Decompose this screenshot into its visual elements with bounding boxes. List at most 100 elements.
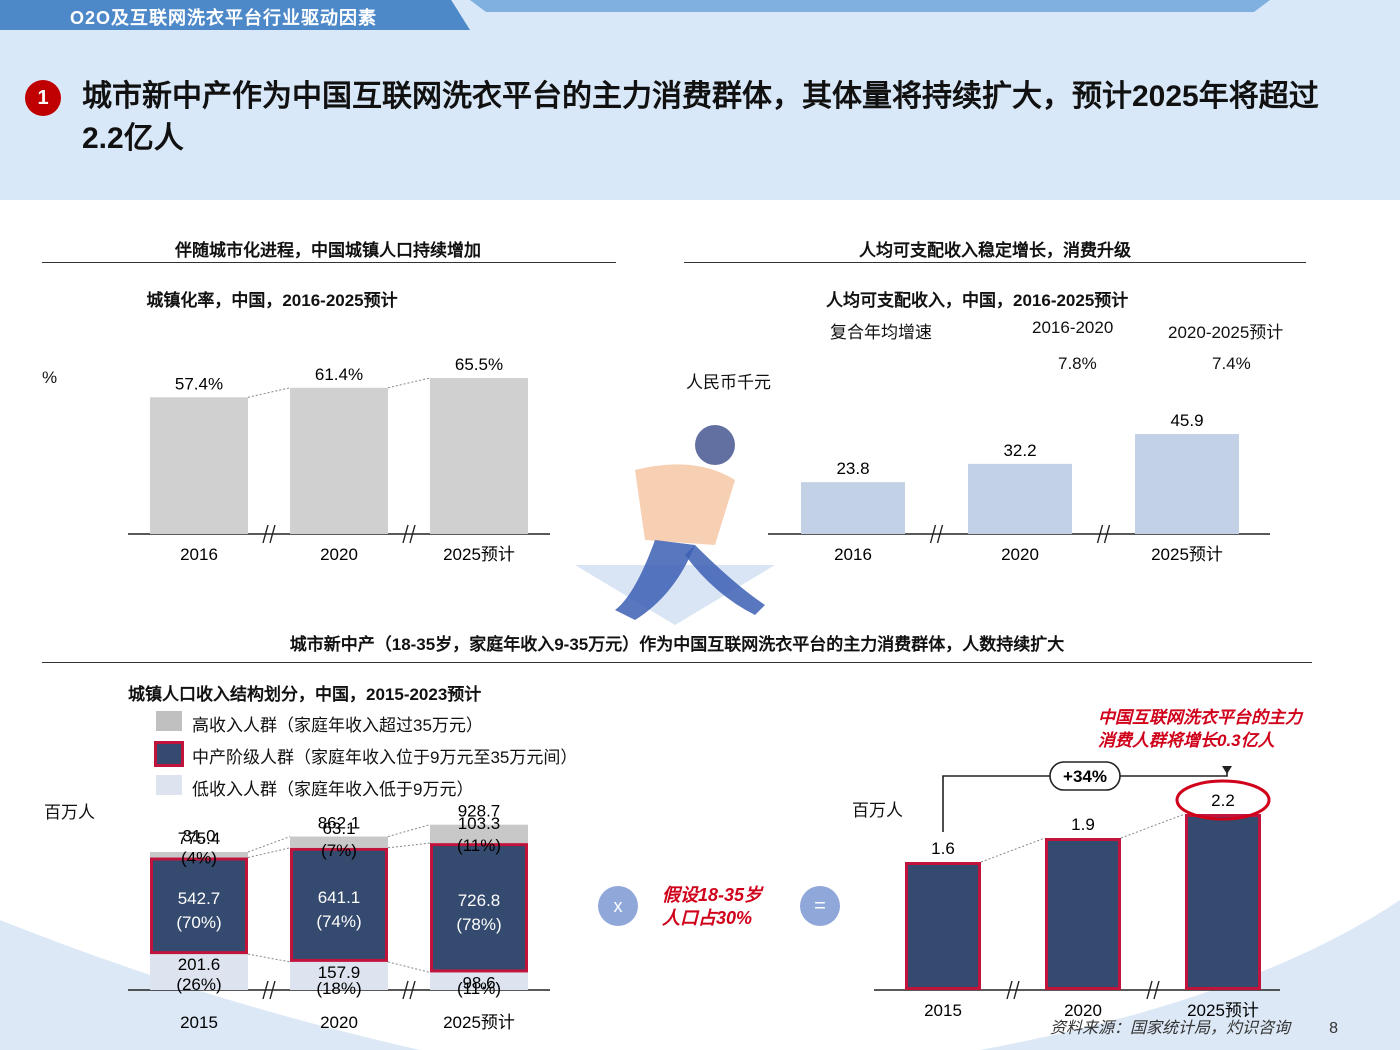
header-background — [0, 0, 1400, 200]
bar-high-income-2020 — [290, 836, 388, 848]
bar-urbanization-2025预计 — [430, 378, 528, 534]
top-title-bar — [0, 0, 470, 30]
cagr-value-1: 7.8% — [1058, 354, 1097, 373]
bar-core-consumers-2025预计 — [1185, 814, 1261, 990]
bar-low-income-2020 — [290, 961, 388, 990]
data-label: 45.9 — [1170, 411, 1203, 430]
data-label: 57.4% — [175, 374, 223, 393]
decorative-wave — [0, 900, 1400, 1050]
axis-break-mark — [409, 980, 416, 1000]
legend-middle-class: 中产阶级人群（家庭年收入位于9万元至35万元间） — [192, 748, 578, 767]
data-label: 65.5% — [455, 355, 503, 374]
legend-swatch-high-income — [156, 711, 182, 731]
tick-label: 2015 — [180, 1013, 218, 1032]
low-income-share: (26%) — [176, 975, 221, 994]
growth-callout: 中国互联网洗衣平台的主力消费人群将增长0.3亿人 — [1098, 708, 1302, 750]
high-income-share: (11%) — [457, 836, 501, 855]
tick-label: 2025预计 — [1151, 545, 1223, 564]
high-income-share: (4%) — [181, 849, 217, 868]
connector-line — [247, 953, 291, 963]
data-label: 2.2 — [1211, 791, 1235, 810]
axis-break-mark — [1103, 524, 1111, 544]
low-income-value: 98.6 — [462, 973, 495, 992]
income-chart-title: 人均可支配收入，中国，2016-2025预计 — [826, 291, 1129, 310]
axis-break-mark — [402, 524, 409, 544]
tick-label: 2020 — [1001, 545, 1039, 564]
connector-line — [247, 836, 291, 853]
middle-class-value: 641.1 — [318, 888, 361, 907]
axis-break-mark — [936, 524, 944, 544]
axis-break-mark — [262, 980, 269, 1000]
bar-urbanization-2020 — [290, 387, 388, 534]
axis-break-mark — [269, 980, 276, 1000]
axis-break-mark — [269, 524, 276, 544]
page-number: 8 — [1329, 1020, 1338, 1037]
data-label: 1.6 — [931, 839, 955, 858]
equals-operator: = — [800, 886, 840, 926]
section-number-badge: 1 — [25, 80, 61, 116]
middle-class-value: 542.7 — [178, 889, 221, 908]
cagr-period-1: 2016-2020 — [1032, 318, 1114, 337]
bar-low-income-2025预计 — [430, 972, 528, 990]
cagr-period-2: 2020-2025预计 — [1168, 323, 1284, 342]
bar-income-2025预计 — [1135, 434, 1239, 534]
top-bar-title: O2O及互联网洗衣平台行业驱动因素 — [70, 8, 378, 28]
middle-class-share: (70%) — [176, 913, 221, 932]
low-income-share: (11%) — [457, 979, 501, 998]
tick-label: 2020 — [320, 545, 358, 564]
axis-break-mark — [1146, 980, 1153, 1000]
connector-line — [247, 847, 291, 859]
highlight-ellipse — [1175, 779, 1271, 821]
data-label: 61.4% — [315, 365, 363, 384]
low-income-share: (18%) — [316, 979, 361, 998]
data-label: 23.8 — [836, 459, 869, 478]
bar-core-consumers-2015 — [905, 862, 981, 990]
tick-label: 2020 — [320, 1013, 358, 1032]
legend-high-income: 高收入人群（家庭年收入超过35万元） — [192, 716, 483, 735]
middle-class-share: (74%) — [316, 912, 361, 931]
income-structure-stacked-chart: 775.431.0 (4%) 542.7 (70%) 201.6(26%) 2015 862… — [128, 802, 550, 1032]
growth-arrowhead — [1222, 766, 1232, 774]
tick-label: 2015 — [924, 1001, 962, 1020]
high-income-value: 103.3 — [458, 814, 501, 833]
section-divider — [684, 262, 1306, 263]
cagr-label: 复合年均增速 — [830, 323, 932, 342]
total-label: 775.4 — [178, 829, 221, 848]
legend-low-income: 低收入人群（家庭年收入低于9万元） — [192, 780, 474, 799]
tick-label: 2025预计 — [443, 545, 515, 564]
urbanization-bar-chart: 57.4% 2016 61.4% 2020 65.5% 2025预计 — [128, 355, 550, 564]
axis-break-mark — [1153, 980, 1160, 1000]
decorative-figure-illustration — [575, 425, 775, 625]
growth-badge-frame — [1049, 761, 1121, 791]
section-divider — [42, 662, 1312, 663]
income-structure-chart-title: 城镇人口收入结构划分，中国，2015-2023预计 — [128, 685, 482, 704]
connector-line — [387, 842, 431, 849]
connector-line — [387, 824, 431, 838]
connector-line — [1120, 813, 1186, 839]
connector-line — [247, 387, 291, 398]
urbanization-unit: % — [42, 368, 58, 387]
consumer-chart-unit: 百万人 — [852, 801, 903, 820]
bar-core-consumers-2020 — [1045, 838, 1121, 990]
connector-line — [980, 837, 1046, 863]
stacked-chart-unit: 百万人 — [44, 803, 95, 822]
middle-class-section-title: 城市新中产（18-35岁，家庭年收入9-35万元）作为中国互联网洗衣平台的主力消… — [289, 635, 1065, 654]
bar-middle-class-2025预计 — [430, 843, 528, 973]
bar-low-income-2015 — [150, 954, 248, 990]
income-section-title: 人均可支配收入稳定增长，消费升级 — [859, 241, 1131, 260]
income-unit: 人民币千元 — [686, 373, 771, 392]
core-consumer-bar-chart: 1.6 2015 1.9 2020 2.2 2025预计 +34% — [874, 761, 1280, 1020]
data-label: 32.2 — [1003, 441, 1036, 460]
legend-swatch-middle-class — [154, 741, 184, 767]
bar-urbanization-2016 — [150, 397, 248, 534]
middle-class-value: 726.8 — [458, 891, 501, 910]
low-income-value: 201.6 — [178, 955, 221, 974]
connector-line — [387, 961, 431, 973]
axis-break-mark — [929, 524, 937, 544]
multiply-operator: x — [598, 886, 638, 926]
legend-swatch-low-income — [156, 775, 182, 795]
low-income-value: 157.9 — [318, 963, 361, 982]
middle-class-share: (78%) — [456, 915, 501, 934]
axis-break-mark — [262, 524, 269, 544]
connector-line — [387, 377, 431, 389]
